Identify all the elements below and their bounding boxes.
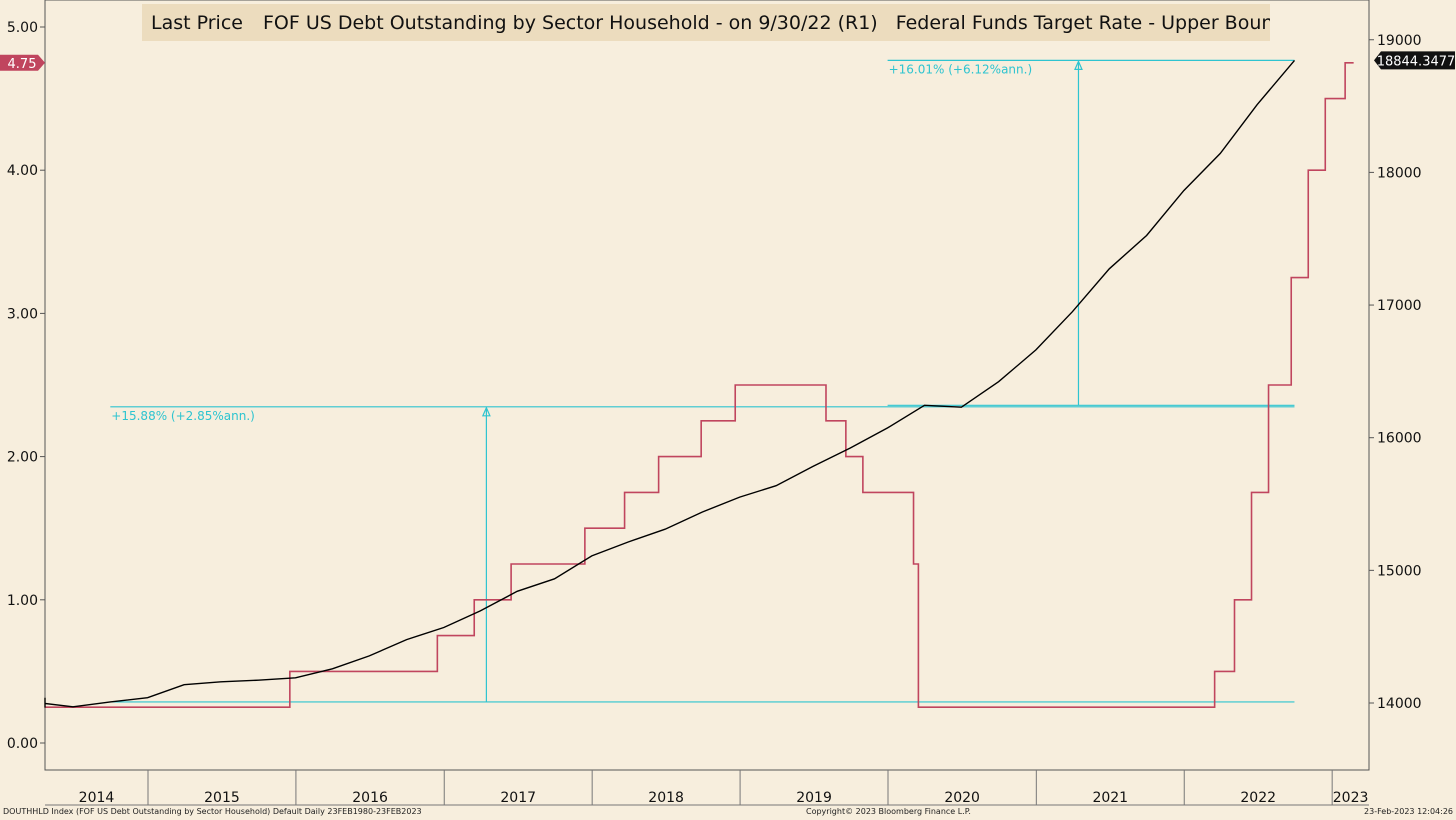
legend-debt-label: FOF US Debt Outstanding by Sector Househ…: [262, 11, 878, 34]
x-tick-label-2015: 2015: [204, 790, 240, 806]
y-left-tick-label: 4.00: [7, 163, 38, 179]
y-left-tick-label: 2.00: [7, 450, 38, 466]
annotation-1: +15.88% (+2.85%ann.): [110, 406, 1295, 703]
x-tick-label-2018: 2018: [648, 790, 684, 806]
legend: Last Price FOF US Debt Outstanding by Se…: [142, 4, 1270, 41]
x-tick-label-2020: 2020: [944, 790, 980, 806]
last-value-right-label: 18844.3477: [1377, 54, 1456, 69]
last-value-left-label: 4.75: [8, 57, 37, 72]
annotation-label: +16.01% (+6.12%ann.): [889, 62, 1033, 76]
x-tick-label-2017: 2017: [500, 790, 536, 806]
x-tick-label-2016: 2016: [352, 790, 388, 806]
y-right-tick-label: 19000: [1377, 33, 1422, 49]
x-tick-label-2019: 2019: [796, 790, 832, 806]
x-tick-label-2014: 2014: [79, 790, 115, 806]
y-right-tick-label: 14000: [1377, 696, 1422, 712]
y-left-tick-label: 0.00: [7, 736, 38, 752]
footer-timestamp: 23-Feb-2023 12:04:26: [1364, 807, 1453, 816]
last-value-badge-left: [0, 54, 45, 71]
series-debt-line: [44, 59, 1296, 708]
y-left-tick-label: 3.00: [7, 306, 38, 322]
y-right-tick-label: 16000: [1377, 431, 1422, 447]
footer-source: DOUTHHLD Index (FOF US Debt Outstanding …: [3, 807, 422, 816]
annotation-arrow-head: [481, 406, 491, 417]
x-tick-label-2021: 2021: [1092, 790, 1128, 806]
y-right-tick-label: 15000: [1377, 563, 1422, 579]
annotation-label: +15.88% (+2.85%ann.): [111, 409, 255, 423]
annotation-2: +16.01% (+6.12%ann.): [887, 59, 1295, 406]
footer-copyright: Copyright© 2023 Bloomberg Finance L.P.: [806, 807, 971, 816]
y-right-tick-label: 18000: [1377, 165, 1422, 181]
last-value-badge-right: [1374, 51, 1455, 70]
y-left-tick-label: 5.00: [7, 20, 38, 36]
y-left-tick-label: 1.00: [7, 593, 38, 609]
annotation-arrow-head: [1074, 59, 1083, 70]
y-right-tick-label: 17000: [1377, 298, 1422, 314]
legend-fedfunds-label: Federal Funds Target Rate - Upper Bound …: [895, 11, 1270, 34]
x-tick-label-2023: 2023: [1333, 790, 1369, 806]
series-fedfunds-line: [45, 62, 1354, 708]
legend-prefix: Last Price: [151, 11, 243, 34]
x-tick-label-2022: 2022: [1240, 790, 1276, 806]
plot-area: [44, 0, 1370, 771]
